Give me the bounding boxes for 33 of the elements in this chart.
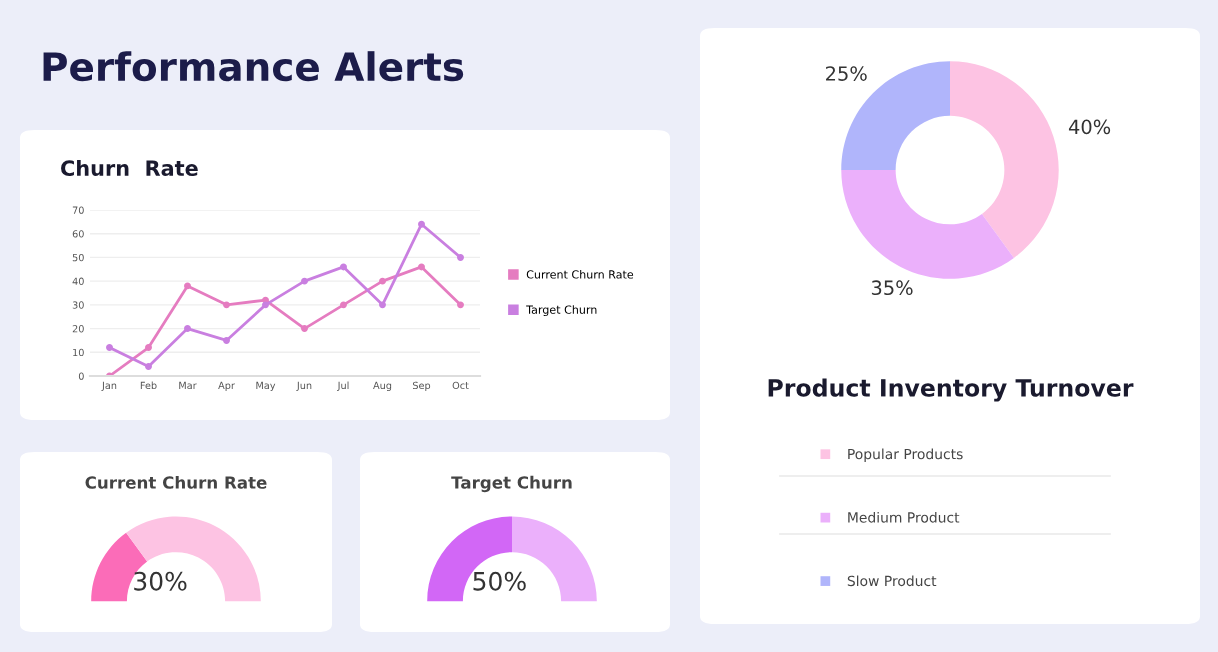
- chart-title: Churn Rate: [61, 159, 198, 177]
- point: [145, 363, 152, 370]
- point: [301, 325, 308, 333]
- point: [145, 344, 152, 352]
- data-label: 35%: [871, 280, 913, 296]
- data-label: 25%: [826, 66, 867, 81]
- donut-slice: [950, 61, 1059, 258]
- point: [184, 325, 191, 333]
- point: [106, 344, 113, 352]
- chart-title: Current Churn Rate: [85, 475, 267, 489]
- donut-slice: [841, 170, 1014, 279]
- line-series: [106, 220, 464, 370]
- point: [301, 277, 308, 285]
- point: [262, 296, 269, 304]
- text: Product Inventory Turnover: [768, 378, 1134, 402]
- point: [457, 301, 464, 309]
- point: [379, 277, 386, 285]
- point: [223, 336, 230, 344]
- point: [340, 301, 347, 309]
- point: [262, 301, 269, 309]
- point: [418, 220, 425, 228]
- chart-title: Target Churn: [451, 475, 572, 493]
- data-label: 30%: [134, 571, 187, 591]
- text: Performance Alerts: [43, 51, 464, 82]
- point: [184, 282, 191, 290]
- data-label: 40%: [1068, 119, 1111, 135]
- point: [340, 263, 347, 271]
- line-series: [106, 263, 464, 376]
- point: [418, 263, 425, 271]
- point: [223, 301, 230, 309]
- data-label: 50%: [473, 571, 526, 591]
- point: [379, 301, 386, 309]
- point: [457, 253, 464, 261]
